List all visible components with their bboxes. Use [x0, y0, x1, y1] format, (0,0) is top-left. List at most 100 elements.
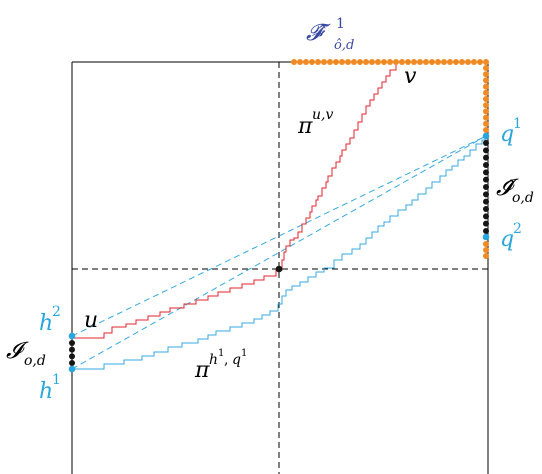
black-dot	[483, 140, 489, 146]
black-right-dots	[483, 140, 489, 234]
h2-point	[68, 332, 76, 340]
label-pi-h1-q1-main: π	[194, 358, 210, 383]
label-q2: q 2	[500, 221, 522, 252]
black-dot	[483, 162, 489, 168]
orange-dot	[447, 59, 453, 65]
label-I: 𝓘 o,d	[6, 338, 46, 369]
orange-dot	[483, 59, 489, 65]
label-pi-h1-q1-h: h	[209, 352, 218, 368]
orange-dot	[411, 59, 417, 65]
orange-dot	[303, 59, 309, 65]
orange-dot	[351, 59, 357, 65]
label-h2-sup: 2	[52, 304, 61, 320]
label-h1: h 1	[39, 372, 61, 404]
black-dot	[483, 198, 489, 205]
black-dot	[483, 220, 489, 227]
black-dot	[69, 360, 75, 366]
label-q2-main: q	[500, 227, 514, 252]
orange-dot	[417, 59, 423, 65]
orange-dot	[345, 59, 351, 65]
blue-dashed-chords	[71, 135, 487, 370]
black-dot	[69, 353, 75, 360]
orange-dot	[483, 114, 489, 121]
orange-dot	[357, 59, 363, 65]
label-F-hat: 𝓕̂ 1 ô,d	[306, 16, 354, 53]
q1-point	[482, 132, 490, 140]
label-pi-h1-q1-q-sup: 1	[241, 348, 247, 359]
label-I-sub: o,d	[24, 353, 46, 369]
black-dot	[483, 213, 489, 220]
label-v: v	[404, 64, 417, 89]
orange-dot	[369, 59, 375, 65]
black-dot	[69, 346, 75, 353]
orange-dot	[321, 59, 327, 65]
label-F-hat-sub: ô,d	[334, 38, 354, 53]
center-point	[275, 265, 283, 273]
orange-dot	[441, 59, 447, 65]
orange-dot	[291, 59, 297, 65]
orange-dot	[483, 253, 489, 259]
orange-dot	[471, 59, 477, 65]
orange-dot	[333, 59, 339, 65]
orange-dot	[393, 59, 399, 65]
label-q2-sup: 2	[513, 221, 522, 237]
orange-dot	[477, 59, 483, 65]
orange-dot	[453, 59, 459, 65]
orange-dot	[483, 102, 489, 109]
label-pi-h1-q1-comma: ,	[224, 352, 228, 368]
orange-dot	[405, 59, 411, 65]
orange-dot	[339, 59, 345, 65]
orange-dot	[435, 59, 441, 65]
orange-dot	[483, 65, 489, 71]
orange-top-dots	[291, 59, 489, 65]
label-pi-h1-q1-q: q	[232, 352, 241, 368]
black-dot	[69, 340, 75, 346]
orange-dot	[297, 59, 303, 65]
label-F-hat-main: 𝓕̂	[306, 20, 331, 46]
chord-h1-to-q1	[71, 135, 487, 370]
orange-dot	[483, 77, 489, 84]
black-dot	[483, 191, 489, 198]
orange-dot	[483, 241, 489, 247]
orange-dot	[315, 59, 321, 65]
label-pi-u-v: π u,v	[297, 107, 333, 139]
orange-dot	[375, 59, 381, 65]
orange-dot	[459, 59, 465, 65]
orange-dot	[423, 59, 429, 65]
orange-dot	[483, 71, 489, 78]
orange-dot	[387, 59, 393, 65]
path-pi-h1-q1	[72, 136, 487, 370]
label-v-text: v	[404, 64, 417, 89]
label-I-hat: 𝓘̂ o,d	[496, 175, 534, 206]
label-h2: h 2	[39, 304, 61, 336]
label-I-hat-sub: o,d	[512, 190, 534, 206]
orange-dot	[483, 89, 489, 96]
label-q1: q 1	[500, 116, 522, 147]
orange-dot	[483, 120, 489, 127]
label-pi-h1-q1: π h 1 , q 1	[194, 348, 247, 383]
label-h1-sup: 1	[52, 372, 61, 388]
orange-dot	[363, 59, 369, 65]
orange-dot	[465, 59, 471, 65]
h1-point	[68, 365, 76, 373]
orange-dot	[483, 247, 489, 253]
label-pi-u-v-sup: u,v	[312, 107, 333, 123]
label-h2-main: h	[39, 311, 53, 336]
path-pi-u-v	[72, 64, 397, 339]
chord-h2-to-q1	[71, 135, 487, 337]
orange-dot	[381, 59, 387, 65]
orange-right-dots	[483, 65, 489, 259]
orange-dot	[429, 59, 435, 65]
black-dot	[483, 154, 489, 161]
orange-dot	[327, 59, 333, 65]
black-dot	[483, 184, 489, 190]
orange-dot	[309, 59, 315, 65]
black-dot	[483, 147, 489, 154]
black-left-dots	[69, 340, 75, 366]
black-dot	[483, 176, 489, 183]
orange-dot	[483, 83, 489, 90]
label-pi-u-v-main: π	[297, 114, 313, 139]
label-F-hat-sup: 1	[336, 16, 345, 32]
black-dot	[483, 169, 489, 176]
label-q1-main: q	[500, 122, 514, 147]
